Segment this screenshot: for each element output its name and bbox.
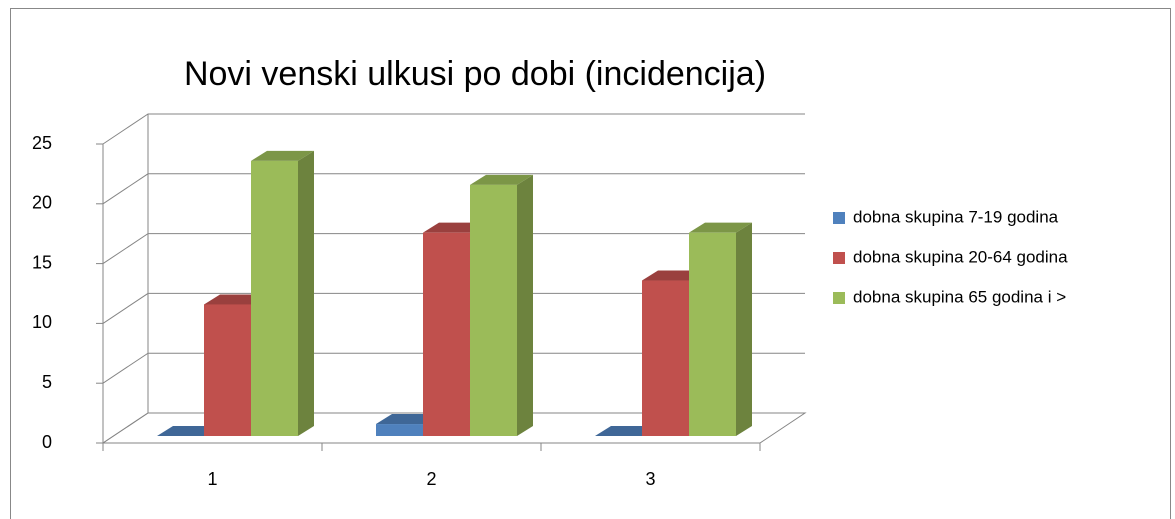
grid-line [102,292,805,324]
bar [204,304,251,436]
bar [251,160,298,437]
y-tick-label: 25 [32,133,52,153]
legend-swatch [833,212,845,224]
grid-line [102,352,805,384]
y-tick-label: 0 [42,432,52,452]
grid-line [102,173,805,205]
bar [689,232,736,436]
y-tick-label: 20 [32,193,52,213]
grid-line [102,113,805,145]
x-tick-label: 1 [207,469,217,489]
bar-side [736,222,752,436]
bar-side [517,174,533,436]
y-tick-label: 5 [42,372,52,392]
bar-side [298,150,314,437]
bar-top [470,174,533,185]
x-tick-label: 2 [426,469,436,489]
legend-label: dobna skupina 65 godina i > [853,287,1066,306]
bar-top [689,222,752,233]
x-tick-label: 3 [645,469,655,489]
y-tick-label: 10 [32,312,52,332]
bar-top [251,150,314,161]
grid-line [102,233,805,265]
legend-label: dobna skupina 7-19 godina [853,207,1059,226]
bar [423,232,470,436]
y-tick-label: 15 [32,252,52,272]
legend-label: dobna skupina 20-64 godina [853,247,1068,266]
bar [470,184,517,436]
chart-title: Novi venski ulkusi po dobi (incidencija) [184,55,766,93]
legend-swatch [833,292,845,304]
bar [642,280,689,436]
bar [376,424,423,436]
legend-swatch [833,252,845,264]
grid-line [102,412,805,444]
